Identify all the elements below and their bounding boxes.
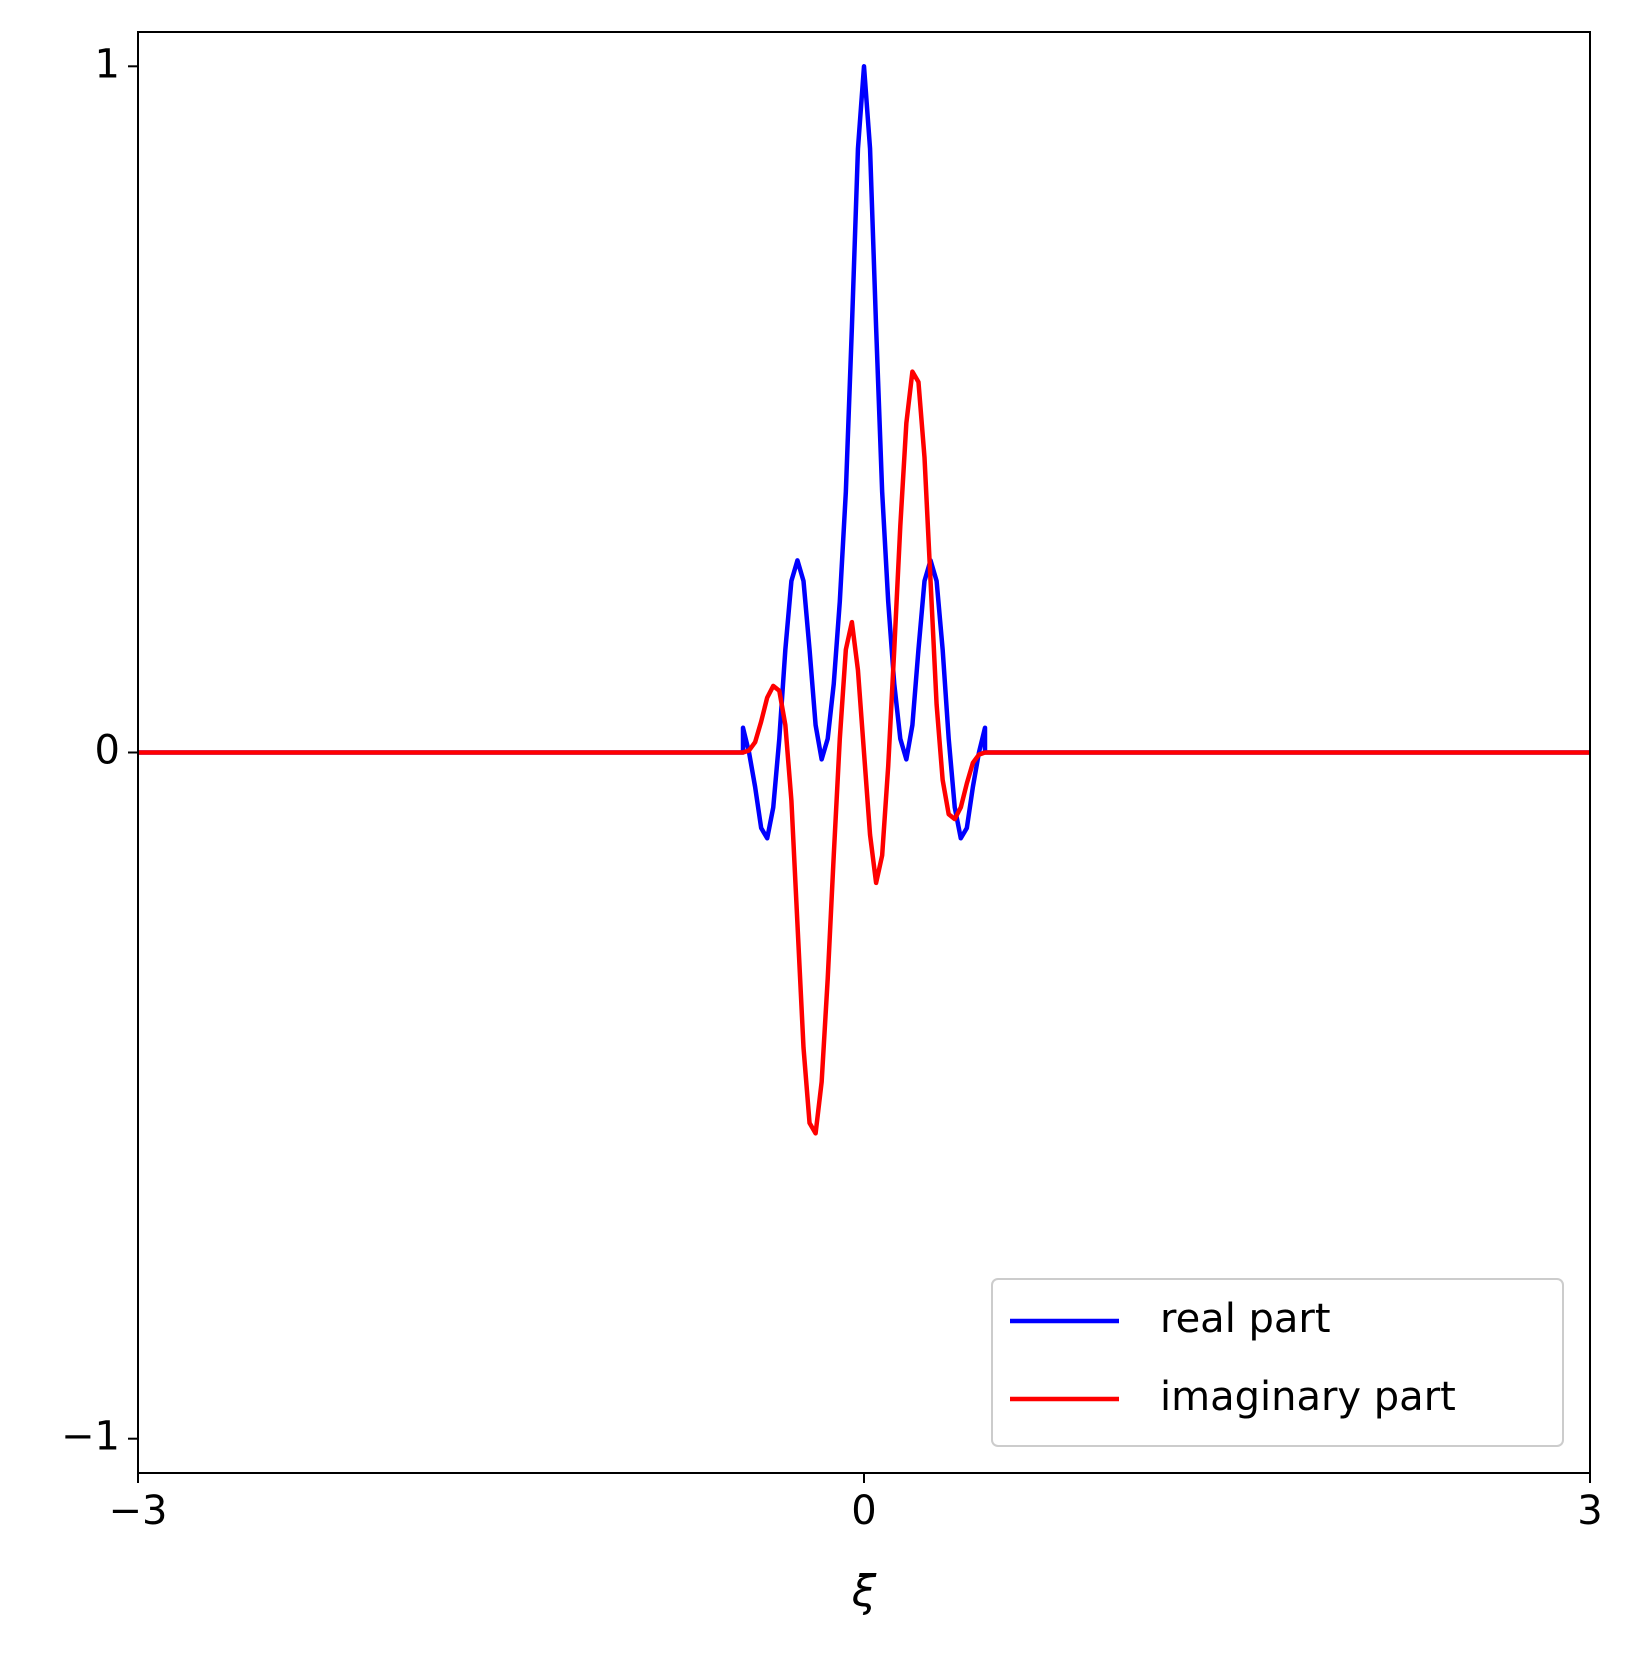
plot-frame [137,31,1591,1474]
x-axis-label: ξ [851,1566,877,1617]
legend-label: imaginary part [1160,1374,1456,1420]
y-tick-label: 0 [95,728,120,774]
y-tick-label: −1 [61,1414,120,1460]
y-tick-label: 1 [95,41,120,87]
line-series [138,369,1590,1136]
x-tick-label: −3 [109,1488,168,1534]
legend: real part imaginary part [991,1278,1564,1447]
legend-box [991,1278,1564,1447]
x-tick-label: 3 [1577,1488,1602,1534]
legend-label: real part [1160,1296,1331,1342]
x-tick-label: 0 [851,1488,876,1534]
line-series [138,64,1590,841]
